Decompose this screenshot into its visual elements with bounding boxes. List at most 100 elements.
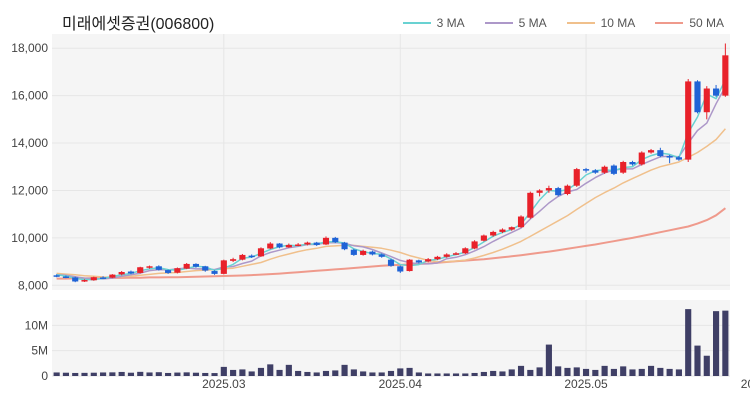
candle xyxy=(629,160,636,166)
candle-body xyxy=(313,242,320,245)
candle xyxy=(582,167,590,173)
volume-bar xyxy=(694,345,701,376)
volume-bar xyxy=(397,368,404,376)
y-tick-label: 14,000 xyxy=(11,136,48,150)
candle xyxy=(90,276,97,281)
volume-bar xyxy=(555,366,562,376)
candle xyxy=(443,253,450,258)
volume-bar xyxy=(322,370,330,376)
candle xyxy=(555,186,562,197)
candle xyxy=(685,79,692,162)
candle-body xyxy=(230,259,237,261)
candle xyxy=(100,276,107,279)
volume-bar xyxy=(360,371,367,376)
volume-bar xyxy=(657,367,664,376)
volume-bar xyxy=(90,372,97,376)
candle-body xyxy=(564,185,571,194)
volume-bar xyxy=(295,370,302,376)
volume-bar xyxy=(127,372,135,376)
candle xyxy=(378,253,385,258)
legend-label-50ma: 50 MA xyxy=(689,16,724,30)
candle xyxy=(573,167,580,187)
volume-bar xyxy=(350,369,357,376)
volume-bar xyxy=(434,373,441,376)
volume-bar xyxy=(230,369,237,376)
volume-bar xyxy=(100,372,107,376)
candle xyxy=(257,247,265,257)
x-tick-label: 2025.03 xyxy=(202,377,246,391)
legend-item-10ma: 10 MA xyxy=(566,16,635,30)
candle-body xyxy=(350,249,357,255)
candle-body xyxy=(610,165,617,174)
candle xyxy=(137,266,144,274)
candle-body xyxy=(685,81,692,160)
volume-bar xyxy=(490,370,497,376)
chart-title: 미래에셋증권(006800) xyxy=(62,16,215,33)
candle xyxy=(397,265,404,273)
candle xyxy=(72,276,79,283)
volume-bar xyxy=(313,372,320,376)
candle-body xyxy=(360,250,367,255)
candle xyxy=(610,164,617,176)
candle xyxy=(657,147,664,158)
candle xyxy=(109,274,116,279)
volume-bar xyxy=(480,371,487,376)
candle-body xyxy=(267,243,274,249)
candle xyxy=(192,263,200,268)
candle xyxy=(647,148,655,154)
volume-bar xyxy=(647,365,655,376)
candle-body xyxy=(174,268,181,273)
price-panel-bg xyxy=(52,34,730,290)
candle xyxy=(592,169,599,174)
candle-body xyxy=(480,235,487,241)
candle xyxy=(285,243,292,248)
candle-body xyxy=(202,266,209,271)
candle-body xyxy=(620,162,627,173)
volume-bar xyxy=(174,372,181,376)
candle xyxy=(341,241,348,251)
volume-bar xyxy=(369,372,376,376)
candle xyxy=(165,269,172,274)
candle xyxy=(638,151,645,166)
candle-body xyxy=(406,259,413,272)
candle xyxy=(313,241,320,246)
candle xyxy=(425,258,432,263)
candle-body xyxy=(285,244,292,248)
volume-bar xyxy=(425,373,432,376)
candle xyxy=(480,234,487,242)
volume-bar xyxy=(81,372,88,376)
candle-body xyxy=(536,190,543,193)
volume-bar xyxy=(267,364,274,376)
volume-bar xyxy=(406,367,413,376)
volume-bar xyxy=(239,369,246,376)
volume-bar xyxy=(202,372,209,376)
volume-bar xyxy=(610,368,617,376)
legend-label-5ma: 5 MA xyxy=(518,16,547,30)
volume-bar xyxy=(443,373,450,376)
volume-bar xyxy=(722,310,729,376)
volume-bar xyxy=(257,367,265,376)
candle-body xyxy=(109,274,116,278)
candle-body xyxy=(127,271,135,274)
legend-label-3ma: 3 MA xyxy=(436,16,465,30)
candle-body xyxy=(592,170,599,173)
volume-bar xyxy=(545,344,552,376)
volume-bar xyxy=(109,372,116,376)
volume-bar xyxy=(685,309,692,376)
volume-bar xyxy=(527,369,534,376)
candle xyxy=(545,185,552,193)
candle-body xyxy=(517,216,525,228)
legend-swatch-5ma xyxy=(484,22,513,24)
candle xyxy=(713,84,720,97)
candle xyxy=(462,247,469,254)
y-tick-label: 18,000 xyxy=(11,41,48,55)
candle-body xyxy=(304,242,311,245)
volume-bar xyxy=(452,373,460,376)
candle xyxy=(220,259,227,275)
candle xyxy=(360,249,367,256)
volume-bar xyxy=(387,370,395,376)
candle-body xyxy=(332,237,339,243)
volume-bar xyxy=(582,368,590,376)
candle-body xyxy=(675,157,682,160)
y-tick-label: 8,000 xyxy=(18,278,48,292)
